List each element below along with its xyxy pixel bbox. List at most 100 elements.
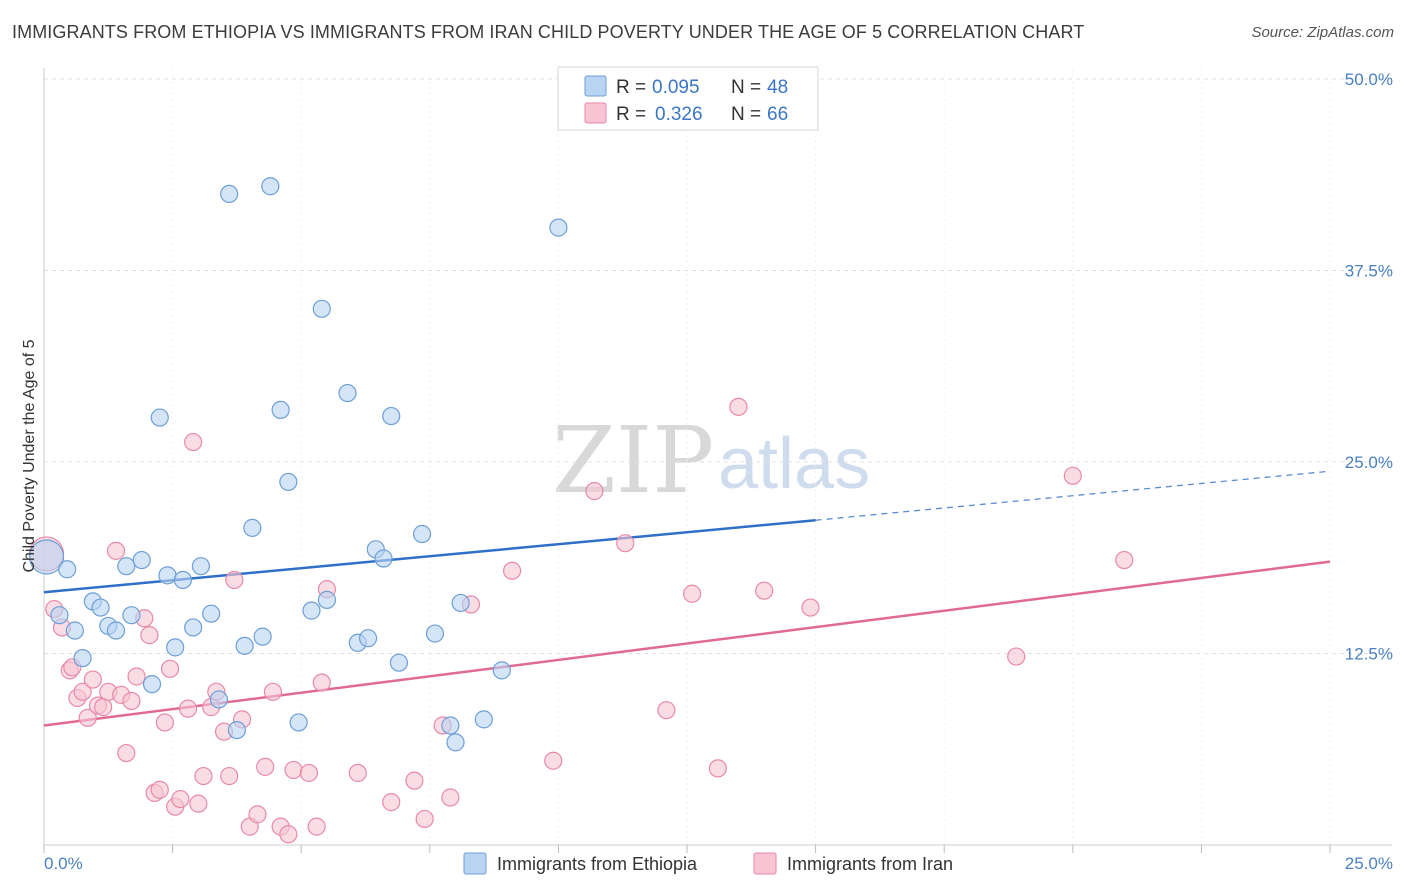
- iran-point: [312, 673, 331, 692]
- iran-point: [189, 794, 208, 813]
- y-tick-label: 12.5%: [1345, 645, 1393, 664]
- x-tick-label-max: 25.0%: [1345, 854, 1393, 873]
- ethiopia-point: [220, 184, 239, 203]
- iran-point: [441, 788, 460, 807]
- legend-ethiopia-r-value: 0.095: [652, 77, 700, 98]
- ethiopia-point: [474, 710, 493, 729]
- iran-point: [585, 482, 604, 501]
- iran-point: [171, 789, 190, 809]
- ethiopia-point: [289, 713, 308, 732]
- source-credit: Source: ZipAtlas.com: [1251, 24, 1394, 41]
- ethiopia-point: [209, 690, 228, 709]
- axes: 12.5% 25.0% 37.5% 50.0% 0.0% 25.0%: [43, 68, 1393, 873]
- ethiopia-point: [261, 177, 280, 196]
- iran-point: [415, 809, 434, 829]
- ethiopia-point: [374, 549, 393, 568]
- legend-iran-r-label: R =: [616, 104, 646, 125]
- iran-point: [801, 598, 820, 617]
- iran-point: [160, 659, 180, 678]
- ethiopia-point: [173, 570, 192, 590]
- iran-trend-line: [43, 560, 1331, 727]
- ethiopia-point: [243, 518, 262, 537]
- ethiopia-point: [106, 621, 126, 640]
- iran-point: [1063, 466, 1082, 485]
- iran-point: [184, 432, 203, 452]
- iran-point: [256, 757, 275, 776]
- ethiopia-point: [202, 604, 221, 623]
- iran-point: [503, 561, 522, 580]
- ethiopia-point: [271, 400, 290, 420]
- data-points: [28, 177, 1134, 844]
- bottom-legend: Immigrants from Ethiopia Immigrants from…: [463, 852, 953, 875]
- iran-point: [225, 570, 244, 590]
- ethiopia-point: [227, 720, 246, 740]
- ethiopia-point: [122, 606, 141, 625]
- iran-point: [683, 584, 702, 603]
- ethiopia-point: [91, 598, 110, 617]
- ethiopia-point: [441, 716, 460, 735]
- iran-point: [150, 780, 169, 799]
- iran-point: [78, 708, 97, 727]
- y-axis-label: Child Poverty Under the Age of 5: [21, 339, 38, 572]
- legend-swatch-ethiopia: [584, 75, 607, 97]
- ethiopia-point: [58, 560, 77, 579]
- watermark-atlas: atlas: [718, 424, 870, 504]
- iran-point: [248, 805, 267, 824]
- iran-point: [307, 817, 326, 836]
- iran-point: [140, 626, 159, 645]
- iran-point: [284, 760, 303, 780]
- iran-point: [220, 766, 239, 786]
- iran-point: [155, 713, 174, 732]
- bottom-legend-ethiopia: Immigrants from Ethiopia: [497, 854, 698, 874]
- legend: R = 0.095 N = 48 R = 0.326 N = 66: [557, 66, 819, 131]
- iran-point: [348, 763, 367, 783]
- y-tick-label: 50.0%: [1345, 70, 1393, 89]
- iran-point: [117, 743, 136, 763]
- legend-ethiopia-n-label: N =: [731, 77, 761, 98]
- ethiopia-point: [158, 566, 177, 585]
- iran-point: [1007, 647, 1026, 666]
- y-tick-label: 37.5%: [1345, 262, 1393, 281]
- iran-point: [178, 699, 198, 718]
- bottom-legend-swatch-iran: [753, 852, 777, 875]
- ethiopia-point: [132, 550, 151, 570]
- ethiopia-point: [446, 733, 465, 752]
- ethiopia-point: [191, 557, 210, 576]
- ethiopia-point: [317, 590, 337, 609]
- legend-iran-n-value: 66: [767, 104, 788, 125]
- iran-point: [405, 771, 424, 790]
- ethiopia-point: [312, 299, 331, 318]
- iran-point: [106, 541, 126, 560]
- ethiopia-point: [184, 618, 203, 637]
- iran-point: [194, 766, 213, 786]
- ethiopia-point: [142, 675, 162, 694]
- ethiopia-point: [492, 661, 511, 680]
- iran-point: [616, 534, 635, 553]
- iran-point: [263, 682, 283, 701]
- legend-ethiopia-n-value: 48: [767, 77, 788, 98]
- x-tick-label-min: 0.0%: [44, 854, 83, 873]
- ethiopia-point: [28, 539, 65, 575]
- iran-point: [122, 691, 141, 711]
- bottom-legend-swatch-ethiopia: [463, 852, 487, 875]
- legend-iran-r-value: 0.326: [655, 104, 703, 125]
- ethiopia-point: [338, 383, 357, 403]
- chart-title: IMMIGRANTS FROM ETHIOPIA VS IMMIGRANTS F…: [12, 22, 1085, 42]
- iran-point: [94, 698, 113, 717]
- ethiopia-point: [382, 406, 401, 426]
- iran-point: [544, 751, 563, 770]
- ethiopia-point: [235, 636, 254, 655]
- ethiopia-trend-extension: [815, 470, 1331, 521]
- iran-point: [73, 682, 92, 701]
- legend-swatch-iran: [584, 102, 607, 124]
- iran-point: [83, 670, 102, 689]
- iran-point: [657, 701, 676, 720]
- ethiopia-point: [50, 606, 69, 625]
- iran-point: [382, 793, 401, 812]
- ethiopia-point: [425, 624, 445, 643]
- y-tick-label: 25.0%: [1345, 453, 1393, 472]
- iran-point: [729, 397, 748, 416]
- watermark-zip: ZIP: [552, 407, 714, 514]
- ethiopia-point: [302, 601, 321, 620]
